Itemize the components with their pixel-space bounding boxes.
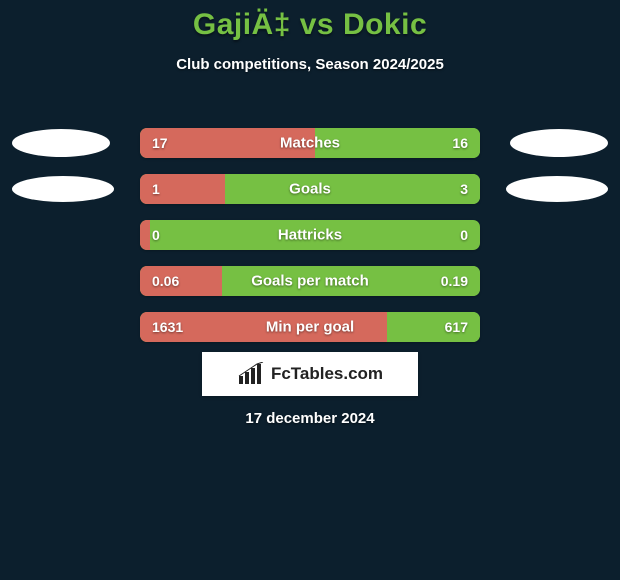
side-ellipse: [12, 129, 110, 157]
stat-bar: 1631617Min per goal: [140, 312, 480, 342]
stat-value-left: 0.06: [152, 273, 179, 289]
stat-value-right: 3: [460, 181, 468, 197]
bar-fill-left: [140, 220, 150, 250]
page-title: GajiÄ‡ vs Dokic: [0, 0, 620, 42]
stat-bar: 13Goals: [140, 174, 480, 204]
source-badge: FcTables.com: [202, 352, 418, 396]
stat-row: 0.060.19Goals per match: [0, 258, 620, 304]
stat-row: 1716Matches: [0, 120, 620, 166]
date: 17 december 2024: [0, 410, 620, 427]
stat-value-right: 0.19: [441, 273, 468, 289]
stat-rows: 1716Matches13Goals00Hattricks0.060.19Goa…: [0, 120, 620, 350]
side-ellipse: [506, 176, 608, 202]
stat-value-left: 0: [152, 227, 160, 243]
bars-icon: [237, 362, 265, 386]
stat-value-right: 16: [452, 135, 468, 151]
stat-value-right: 0: [460, 227, 468, 243]
side-ellipse: [510, 129, 608, 157]
stat-value-left: 1631: [152, 319, 183, 335]
subtitle: Club competitions, Season 2024/2025: [0, 56, 620, 73]
stat-value-right: 617: [445, 319, 468, 335]
stat-bar: 1716Matches: [140, 128, 480, 158]
stat-label: Hattricks: [140, 227, 480, 244]
stat-value-left: 17: [152, 135, 168, 151]
badge-text: FcTables.com: [271, 364, 383, 384]
comparison-infographic: GajiÄ‡ vs Dokic Club competitions, Seaso…: [0, 0, 620, 580]
stat-row: 1631617Min per goal: [0, 304, 620, 350]
stat-row: 13Goals: [0, 166, 620, 212]
bar-fill-right: [225, 174, 480, 204]
stat-row: 0 0Hattricks: [0, 212, 620, 258]
stat-bar: 0 0Hattricks: [140, 220, 480, 250]
side-ellipse: [12, 176, 114, 202]
stat-value-left: 1: [152, 181, 160, 197]
stat-bar: 0.060.19Goals per match: [140, 266, 480, 296]
